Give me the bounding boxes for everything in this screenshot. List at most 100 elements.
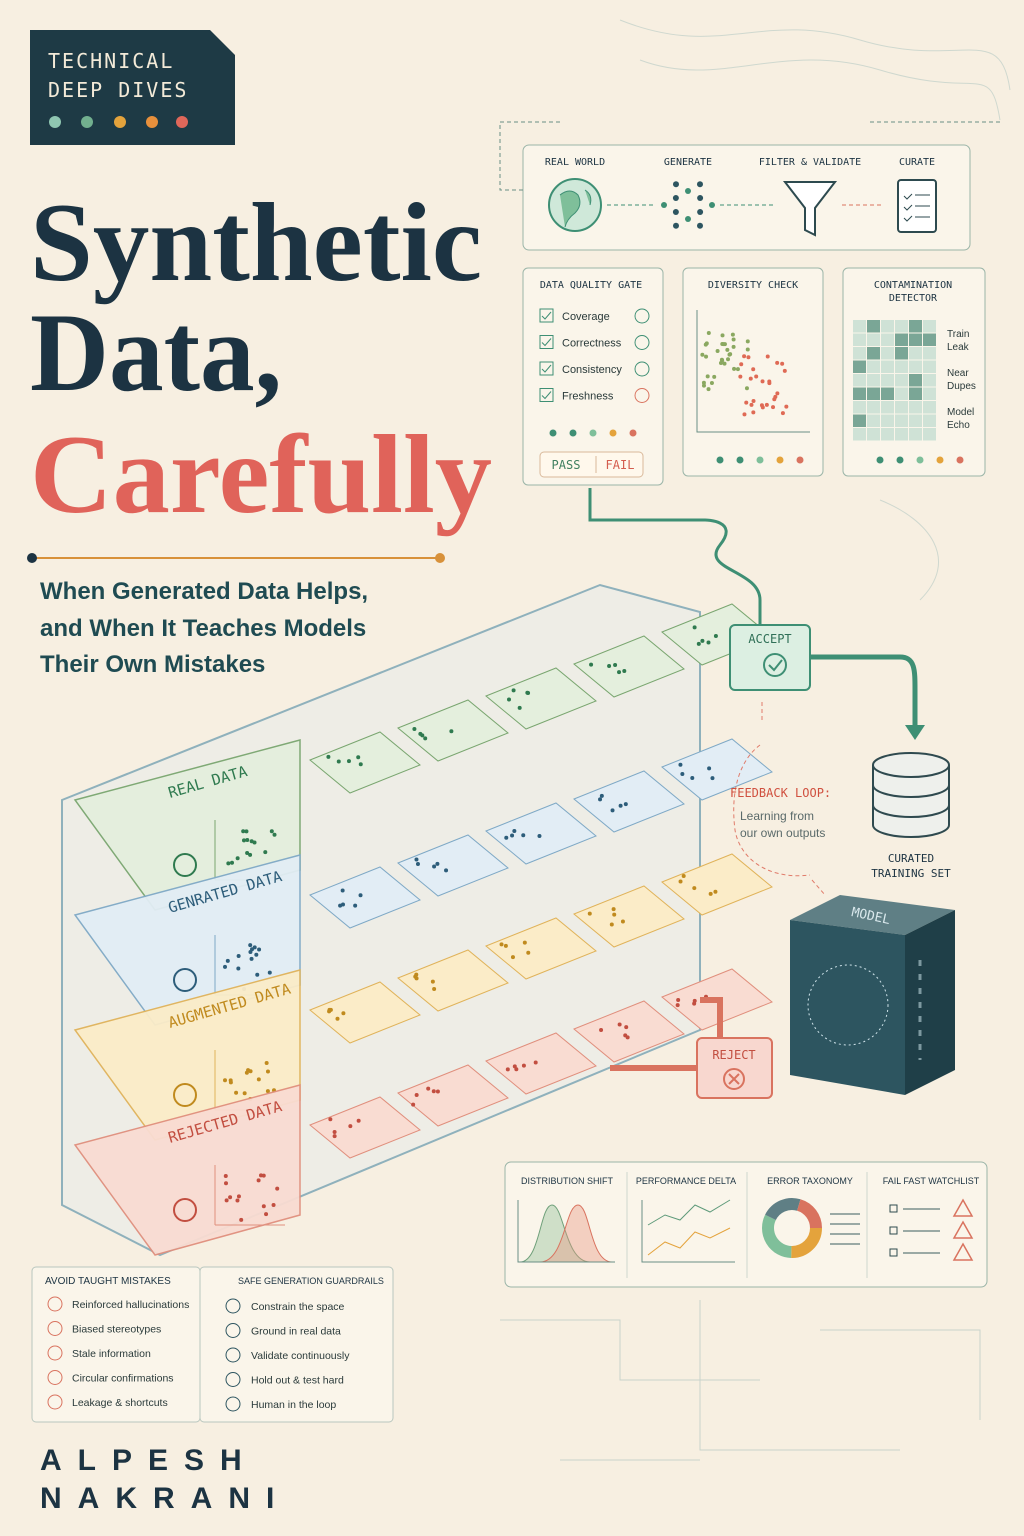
scatter-dot [780, 411, 785, 416]
grid-cell [909, 347, 922, 360]
card-dot [612, 912, 617, 917]
avoid-icon [47, 1345, 63, 1361]
status-dot [609, 429, 617, 437]
quality-item: Freshness [562, 391, 614, 403]
network-node [697, 208, 704, 215]
avoid-icon [47, 1296, 63, 1312]
card-dot [510, 955, 515, 960]
pass-fail [539, 451, 644, 478]
avoid-icon [47, 1321, 63, 1336]
grid-cell [895, 387, 908, 400]
shelf-dot [245, 838, 250, 843]
grid-cell [853, 428, 866, 441]
scatter-dot [731, 344, 736, 349]
pipeline-label: GENERATE [664, 157, 712, 168]
scatter-dot [749, 402, 754, 407]
grid-cell [923, 387, 936, 400]
scatter-dot [742, 354, 747, 359]
data-card [573, 1000, 685, 1063]
accept-box [729, 624, 811, 691]
shelf-chart [214, 1165, 285, 1226]
pass-label: PASS [552, 458, 581, 472]
grid-cell [895, 320, 908, 333]
grid-cell [853, 387, 866, 400]
shelf-dot [223, 1181, 228, 1186]
decoration [500, 1300, 981, 1461]
scatter-dot [771, 405, 776, 410]
shelf-dot [250, 947, 255, 952]
data-card [573, 770, 685, 833]
author: ALPESH [40, 1444, 258, 1477]
contamination-label: Dupes [947, 381, 976, 392]
avoid-item: Stale information [72, 1348, 151, 1360]
network-node [697, 194, 704, 201]
shelf-dot [244, 1070, 249, 1075]
decoration [146, 116, 158, 128]
status-dot [589, 429, 597, 437]
scatter-dot [744, 400, 749, 405]
decoration [790, 920, 905, 1095]
title: Synthetic [30, 181, 482, 305]
grid-cell [923, 360, 936, 373]
grid-cell [895, 401, 908, 414]
decoration: Reinforced hallucinations Biased stereoty… [47, 1296, 350, 1412]
grid-cell [895, 347, 908, 360]
shelf-dot [265, 1069, 270, 1074]
card-dot [430, 979, 435, 984]
shelf-dot [234, 1090, 239, 1095]
network-node [697, 222, 704, 229]
shelf-dot [254, 952, 259, 957]
decoration [872, 765, 950, 838]
card-dot [618, 803, 623, 808]
grid-cell [881, 360, 894, 373]
grid-cell [923, 401, 936, 414]
data-card [485, 917, 597, 980]
guardrail-icon [225, 1298, 241, 1314]
feedback-text: Learning from [740, 809, 814, 823]
grid-cell [923, 320, 936, 333]
x-icon [723, 1068, 745, 1090]
grid-cell [853, 320, 866, 333]
badge-text: DEEP DIVES [48, 78, 188, 102]
panel [522, 267, 664, 486]
grid-cell [881, 387, 894, 400]
card-dot [348, 1124, 353, 1129]
checkbox [539, 361, 554, 376]
title: Carefully [30, 413, 492, 537]
status-dot [956, 456, 964, 464]
card-dot [415, 862, 420, 867]
card-dot [678, 762, 683, 767]
card-dot [435, 1089, 440, 1094]
guardrail-item: Hold out & test hard [251, 1375, 344, 1387]
card-dot [335, 1016, 340, 1021]
shelf-dot [272, 832, 277, 837]
grid-cell [909, 428, 922, 441]
axes [517, 1200, 735, 1263]
card-dot [611, 907, 616, 912]
grid-cell [923, 333, 936, 346]
grid-cell [909, 374, 922, 387]
status-dot [569, 429, 577, 437]
network-node [685, 216, 692, 222]
card-dot [512, 1064, 517, 1069]
shelf-dot [226, 861, 231, 866]
card-dot [620, 919, 625, 924]
card-dot [537, 833, 542, 838]
data-card [309, 731, 421, 794]
scatter-dot [739, 362, 744, 367]
scatter-dot [764, 402, 769, 407]
checkmark [541, 311, 552, 320]
grid-cell [853, 347, 866, 360]
guardrails-box [199, 1266, 394, 1423]
curated-label: CURATED [888, 852, 934, 865]
feedback-title: FEEDBACK LOOP: [730, 786, 831, 800]
panel [682, 267, 824, 477]
grid-cell [867, 333, 880, 346]
grid-cell [853, 414, 866, 427]
card-dot [412, 727, 417, 732]
card-dot [613, 663, 618, 668]
accept-label: ACCEPT [748, 632, 791, 646]
scatter-dot [726, 357, 731, 362]
card-dot [692, 886, 697, 891]
